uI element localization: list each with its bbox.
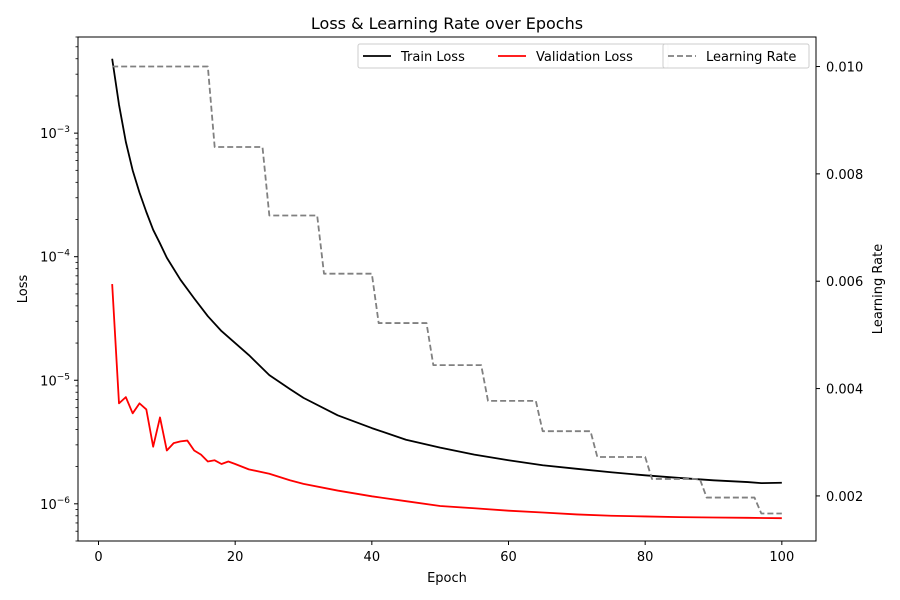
y-left-tick-label: 10−5 bbox=[40, 372, 70, 389]
legend-label: Learning Rate bbox=[706, 50, 796, 65]
y-right-tick-label: 0.004 bbox=[826, 383, 863, 398]
series-line-learning-rate bbox=[112, 65, 782, 515]
y-left-tick-label: 10−3 bbox=[40, 125, 70, 142]
x-tick-label: 60 bbox=[500, 550, 517, 565]
x-axis: 0 20 40 60 80 100 bbox=[94, 541, 794, 565]
y-right-tick-label: 0.006 bbox=[826, 275, 863, 290]
y-left-tick-label: 10−6 bbox=[40, 496, 70, 513]
series-line-train-loss bbox=[111, 58, 782, 485]
x-tick-label: 40 bbox=[364, 550, 381, 565]
y-right-tick-label: 0.008 bbox=[826, 168, 863, 183]
y-axis-right: 0.002 0.004 0.006 0.008 0.010 bbox=[816, 61, 863, 505]
x-tick-label: 100 bbox=[769, 550, 794, 565]
plot-frame bbox=[77, 36, 817, 542]
legend-label: Train Loss bbox=[400, 50, 465, 65]
y-right-tick-label: 0.002 bbox=[826, 490, 863, 505]
legend: Train Loss Validation Loss Learning Rate bbox=[357, 43, 810, 69]
y-axis-left: 10−6 10−5 10−4 10−3 bbox=[40, 36, 78, 542]
y-axis-left-label: Loss bbox=[16, 275, 31, 304]
plot-area bbox=[77, 36, 817, 542]
series-line-validation-loss bbox=[111, 284, 782, 520]
y-axis-right-label: Learning Rate bbox=[871, 244, 886, 334]
legend-label: Validation Loss bbox=[536, 50, 633, 65]
y-right-tick-label: 0.010 bbox=[826, 61, 863, 76]
y-left-tick-label: 10−4 bbox=[40, 249, 70, 266]
chart-title: Loss & Learning Rate over Epochs bbox=[311, 14, 583, 33]
x-tick-label: 80 bbox=[637, 550, 654, 565]
x-tick-label: 0 bbox=[94, 550, 102, 565]
legend-box bbox=[662, 43, 810, 69]
x-axis-label: Epoch bbox=[427, 571, 467, 586]
x-tick-label: 20 bbox=[227, 550, 244, 565]
